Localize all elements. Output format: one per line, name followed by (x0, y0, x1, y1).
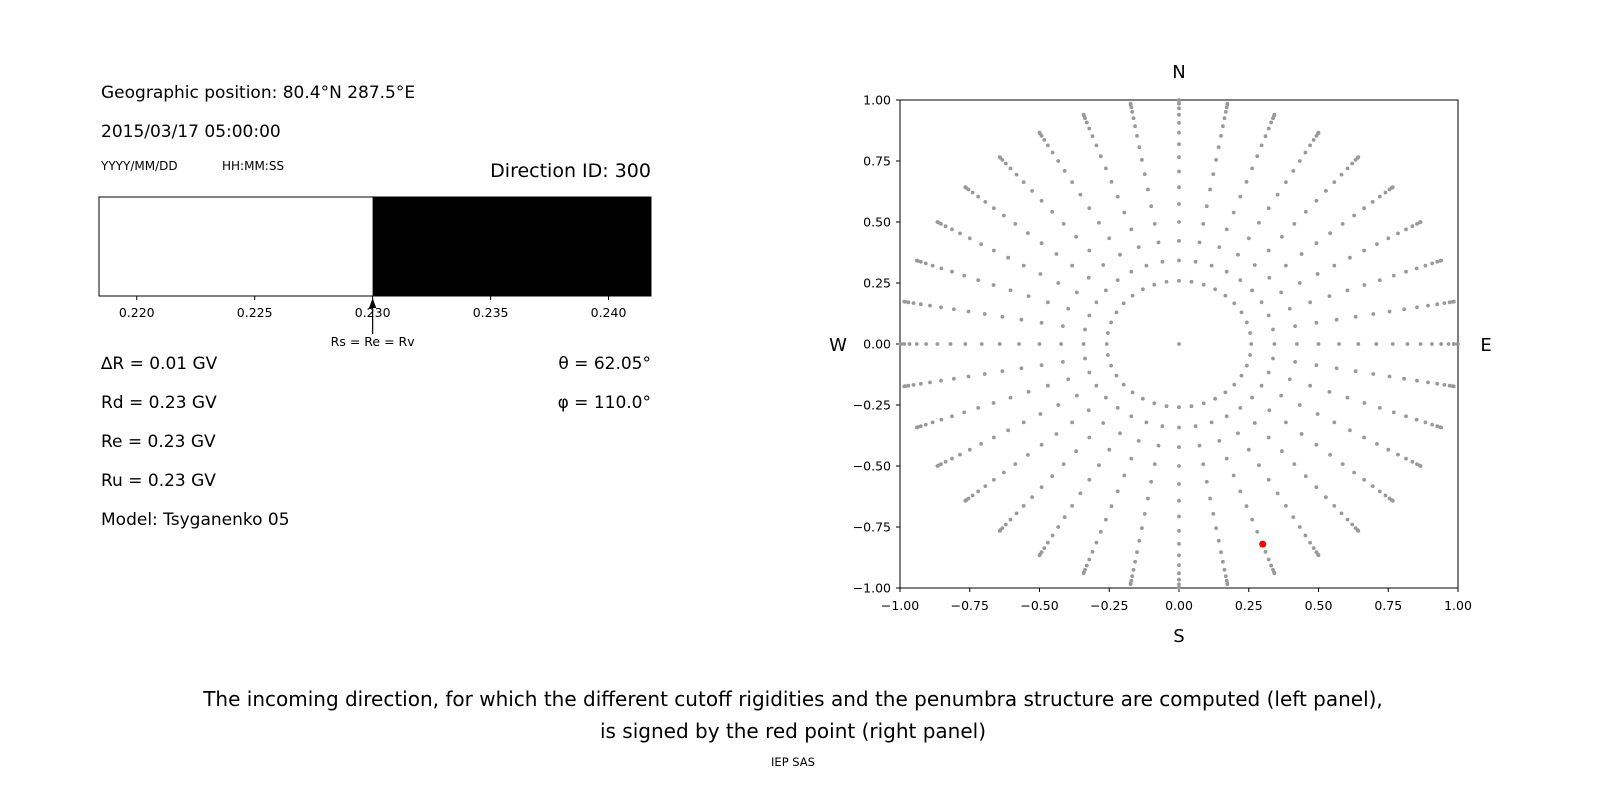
credit-label: IEP SAS (771, 755, 815, 769)
compass-north-label: N (1172, 62, 1185, 83)
phi-value: φ = 110.0° (557, 393, 651, 413)
direction-grid-dots (898, 98, 1460, 590)
svg-text:Rs = Re = Rv: Rs = Re = Rv (331, 334, 416, 349)
geographic-position: Geographic position: 80.4°N 287.5°E (101, 83, 416, 103)
direction-ticks: −1.00 −0.75 −0.50 −0.25 0.00 0.25 0.50 0.75 1.00… (853, 93, 1472, 614)
svg-text:0.240: 0.240 (591, 305, 627, 320)
compass-east-label: E (1480, 335, 1491, 356)
svg-text:1.00: 1.00 (863, 93, 891, 108)
svg-text:−0.50: −0.50 (853, 459, 891, 474)
caption-line-1: The incoming direction, for which the di… (203, 687, 1383, 711)
compass-south-label: S (1173, 626, 1184, 647)
compass-west-label: W (829, 335, 847, 356)
svg-text:0.50: 0.50 (863, 215, 891, 230)
svg-text:0.75: 0.75 (1374, 598, 1402, 613)
rd-value: Rd = 0.23 GV (101, 393, 217, 413)
svg-text:−0.25: −0.25 (1090, 598, 1128, 613)
caption-line-2: is signed by the red point (right panel) (599, 719, 987, 743)
direction-chart: −1.00 −0.75 −0.50 −0.25 0.00 0.25 0.50 0.75 1.00… (829, 62, 1492, 647)
svg-text:0.00: 0.00 (1165, 598, 1193, 613)
date-format-hint: YYYY/MM/DD (101, 159, 178, 173)
svg-text:0.50: 0.50 (1305, 598, 1333, 613)
time-format-hint: HH:MM:SS (222, 159, 285, 173)
svg-text:0.25: 0.25 (863, 276, 891, 291)
svg-text:1.00: 1.00 (1444, 598, 1472, 613)
svg-text:0.225: 0.225 (237, 305, 273, 320)
svg-text:0.235: 0.235 (473, 305, 509, 320)
ru-value: Ru = 0.23 GV (101, 471, 216, 491)
svg-text:−1.00: −1.00 (881, 598, 919, 613)
delta-r-value: ∆R = 0.01 GV (101, 354, 218, 374)
svg-text:0.75: 0.75 (863, 154, 891, 169)
compass-labels: N S W E (829, 62, 1492, 647)
svg-text:0.220: 0.220 (119, 305, 155, 320)
penumbra-regions (99, 197, 651, 296)
svg-text:−1.00: −1.00 (853, 581, 891, 596)
svg-text:−0.75: −0.75 (853, 520, 891, 535)
svg-text:−0.25: −0.25 (853, 398, 891, 413)
svg-text:0.00: 0.00 (863, 337, 891, 352)
direction-id-label: Direction ID: 300 (490, 160, 651, 182)
theta-value: θ = 62.05° (558, 354, 651, 374)
rs-annotation: Rs = Re = Rv (331, 298, 416, 349)
model-label: Model: Tsyganenko 05 (101, 510, 290, 530)
penumbra-x-ticks: 0.220 0.225 0.230 0.235 0.240 (119, 296, 627, 320)
re-value: Re = 0.23 GV (101, 432, 216, 452)
datetime-value: 2015/03/17 05:00:00 (101, 122, 281, 142)
penumbra-frame (98, 196, 652, 297)
svg-text:−0.75: −0.75 (951, 598, 989, 613)
svg-text:0.25: 0.25 (1235, 598, 1263, 613)
svg-text:−0.50: −0.50 (1020, 598, 1058, 613)
selected-direction-point (1259, 540, 1267, 548)
